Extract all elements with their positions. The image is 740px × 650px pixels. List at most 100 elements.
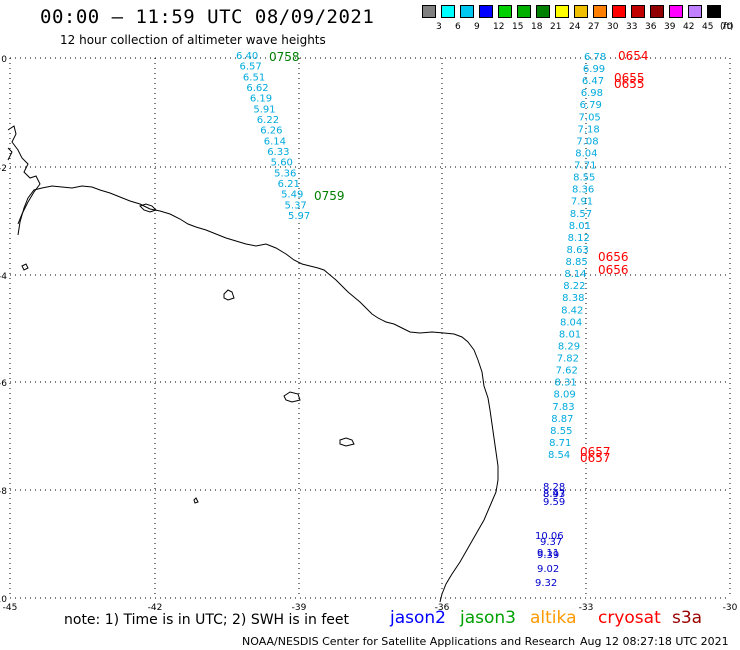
- pass-time-label: 0657: [580, 445, 611, 459]
- scale-swatch: [441, 5, 455, 18]
- scale-label: 27: [588, 22, 600, 32]
- scale-swatch: [479, 5, 493, 18]
- swh-value: 8.54: [548, 450, 570, 461]
- swh-value: 7.62: [556, 366, 578, 377]
- swh-value: 8.12: [568, 233, 590, 244]
- swh-value: 9.37: [540, 537, 562, 548]
- lat-label: 0: [1, 55, 7, 65]
- scale-swatch: [536, 5, 550, 18]
- swh-value: 8.04: [575, 148, 597, 159]
- swh-value: 8.93: [543, 489, 565, 500]
- lon-label: -42: [148, 603, 163, 613]
- scale-label: 42: [683, 22, 695, 32]
- swh-value: 5.49: [281, 190, 303, 201]
- scale-swatch: [707, 5, 721, 18]
- lat-label: -2: [0, 164, 7, 174]
- pass-time-label: 0758: [269, 50, 300, 64]
- scale-swatch: [612, 5, 626, 18]
- lon-label: -33: [579, 603, 594, 613]
- scale-label: 70: [721, 22, 733, 32]
- scale-label: 21: [550, 22, 562, 32]
- lon-label: -36: [435, 603, 450, 613]
- swh-value: 6.99: [583, 64, 605, 75]
- swh-value: 8.63: [567, 245, 589, 256]
- swh-value: 6.51: [243, 72, 265, 83]
- scale-label: 9: [474, 22, 480, 32]
- lat-label: -10: [0, 595, 7, 605]
- legend-item-jason3: jason3: [460, 608, 516, 628]
- footer-note: note: 1) Time is in UTC; 2) SWH is in fe…: [64, 612, 350, 628]
- swh-value: 8.47: [543, 489, 565, 500]
- swh-value: 8.29: [558, 341, 580, 352]
- swh-value: 8.87: [551, 414, 573, 425]
- swh-value: 8.71: [549, 438, 571, 449]
- swh-value: 8.42: [561, 305, 583, 316]
- swh-value: 9.11: [537, 548, 559, 559]
- swh-value: 8.38: [562, 293, 584, 304]
- scale-label: 30: [607, 22, 619, 32]
- swh-value: 9.32: [535, 578, 557, 589]
- swh-value: 6.47: [582, 76, 604, 87]
- swh-value: 7.18: [577, 124, 599, 135]
- scale-label: 15: [512, 22, 524, 32]
- swh-value: 5.60: [271, 158, 293, 169]
- lon-label: -30: [723, 603, 738, 613]
- scale-label: 45: [702, 22, 714, 32]
- pass-time-label: 0655: [614, 71, 645, 85]
- lat-label: -8: [0, 487, 7, 497]
- swh-value: 6.21: [278, 179, 300, 190]
- swh-value: 10.06: [535, 531, 564, 542]
- swh-value: 8.55: [550, 426, 572, 437]
- coastline-detail: [7, 125, 41, 225]
- swh-value: 6.79: [580, 100, 602, 111]
- swh-value: 6.62: [246, 83, 268, 94]
- scale-label: 36: [645, 22, 657, 32]
- swh-value: 5.97: [288, 211, 310, 222]
- swh-value: 6.19: [250, 94, 272, 105]
- lat-lon-grid: [9, 57, 731, 599]
- swh-value: 8.55: [573, 173, 595, 184]
- swh-value: 5.37: [285, 200, 307, 211]
- swh-value: 8.09: [553, 390, 575, 401]
- scale-swatch: [517, 5, 531, 18]
- swh-value: 8.22: [563, 281, 585, 292]
- scale-swatch: [574, 5, 588, 18]
- island: [339, 437, 355, 447]
- lat-label: -6: [0, 379, 7, 389]
- generated-timestamp: Aug 12 08:27:18 UTC 2021: [580, 635, 729, 648]
- pass-time-label: 0657: [580, 451, 611, 465]
- coastline: [17, 185, 499, 603]
- lat-label: -4: [0, 272, 7, 282]
- swh-value: 6.33: [267, 147, 289, 158]
- altimeter-tracks: 6.406.576.516.626.195.916.226.266.146.33…: [236, 49, 649, 589]
- scale-label: 12: [493, 22, 505, 32]
- swh-value: 8.28: [543, 482, 565, 493]
- coastline-detail: [139, 203, 157, 213]
- swh-value: 8.57: [570, 209, 592, 220]
- scale-swatch: [631, 5, 645, 18]
- legend-item-jason2: jason2: [390, 608, 446, 628]
- lon-label: -45: [3, 603, 18, 613]
- swh-value: 8.04: [560, 317, 582, 328]
- swh-value: 7.83: [552, 402, 574, 413]
- scale-swatch: [422, 5, 436, 18]
- swh-value: 6.14: [264, 136, 286, 147]
- scale-swatch: [650, 5, 664, 18]
- scale-label: 24: [569, 22, 581, 32]
- legend-item-cryosat: cryosat: [598, 608, 661, 628]
- scale-label: 3: [436, 22, 442, 32]
- swh-value: 6.40: [236, 51, 258, 62]
- legend-item-altika: altika: [530, 608, 577, 628]
- scale-swatch: [688, 5, 702, 18]
- scale-label: 39: [664, 22, 676, 32]
- scale-unit: (ft): [720, 22, 734, 32]
- island: [21, 263, 29, 271]
- pass-time-label: 0656: [598, 263, 629, 277]
- swh-value: 8.14: [564, 269, 586, 280]
- swh-value: 6.57: [239, 62, 261, 73]
- legend-item-s3a: s3a: [672, 608, 703, 628]
- swh-value: 8.36: [572, 185, 594, 196]
- swh-value: 7.05: [579, 112, 601, 123]
- swh-value: 7.82: [557, 354, 579, 365]
- map-title: 00:00 – 11:59 UTC 08/09/2021: [40, 6, 375, 28]
